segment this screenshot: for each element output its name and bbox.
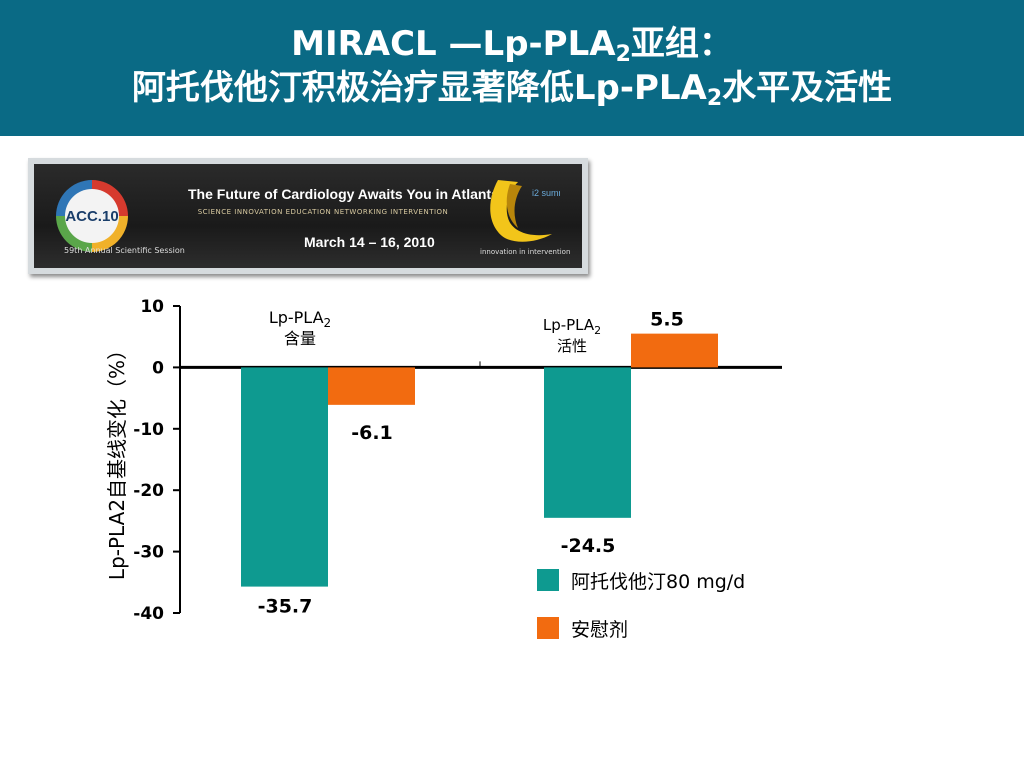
group-label: Lp-PLA2: [269, 308, 331, 330]
banner-headline: The Future of Cardiology Awaits You in A…: [188, 186, 499, 202]
i2-summit-logo: i2 summit 2010: [490, 180, 560, 242]
legend-label: 安慰剂: [571, 619, 628, 641]
group-label-line2: 含量: [284, 329, 316, 348]
y-tick-label: -40: [133, 604, 164, 624]
y-axis-label: Lp-PLA2自基线变化（%）: [105, 340, 129, 580]
acc-logo-text: ACC.10: [65, 189, 119, 243]
legend-swatch: [537, 569, 559, 591]
title-line-1: MIRACL —Lp-PLA2亚组：: [291, 24, 733, 67]
y-tick-label: 10: [140, 297, 164, 317]
group-label: Lp-PLA2: [543, 316, 601, 337]
acc-logo: ACC.10: [56, 180, 128, 252]
y-tick-label: -30: [133, 543, 164, 563]
title-line-2: 阿托伐他汀积极治疗显著降低Lp-PLA2水平及活性: [131, 68, 893, 111]
conference-banner: ACC.10 59th Annual Scientific Session Th…: [28, 158, 588, 274]
banner-background: ACC.10 59th Annual Scientific Session Th…: [34, 164, 582, 268]
y-tick-label: 0: [152, 358, 164, 378]
i2-logo-text: i2 summit 2010: [532, 188, 560, 198]
bar: [328, 367, 415, 405]
banner-dates: March 14 – 16, 2010: [304, 234, 435, 250]
y-tick-label: -10: [133, 420, 164, 440]
i2-subtitle: innovation in intervention: [480, 248, 571, 256]
legend-label: 阿托伐他汀80 mg/d: [571, 571, 745, 593]
bar-value-label: -35.7: [258, 596, 313, 618]
bars-layer: [241, 333, 718, 587]
group-label-line2: 活性: [557, 337, 587, 355]
y-tick-label: -20: [133, 481, 164, 501]
bar: [544, 367, 631, 518]
bar-value-label: -6.1: [351, 422, 393, 444]
bar-value-label: 5.5: [650, 309, 684, 331]
banner-tagline: SCIENCE INNOVATION EDUCATION NETWORKING …: [197, 208, 449, 216]
bar: [241, 367, 328, 587]
acc-subtitle: 59th Annual Scientific Session: [64, 246, 185, 255]
title-bar: MIRACL —Lp-PLA2亚组： 阿托伐他汀积极治疗显著降低Lp-PLA2水…: [0, 0, 1024, 136]
bar: [631, 333, 718, 368]
legend-swatch: [537, 617, 559, 639]
bar-value-label: -24.5: [561, 535, 616, 557]
legend: 阿托伐他汀80 mg/d 安慰剂: [537, 569, 745, 641]
